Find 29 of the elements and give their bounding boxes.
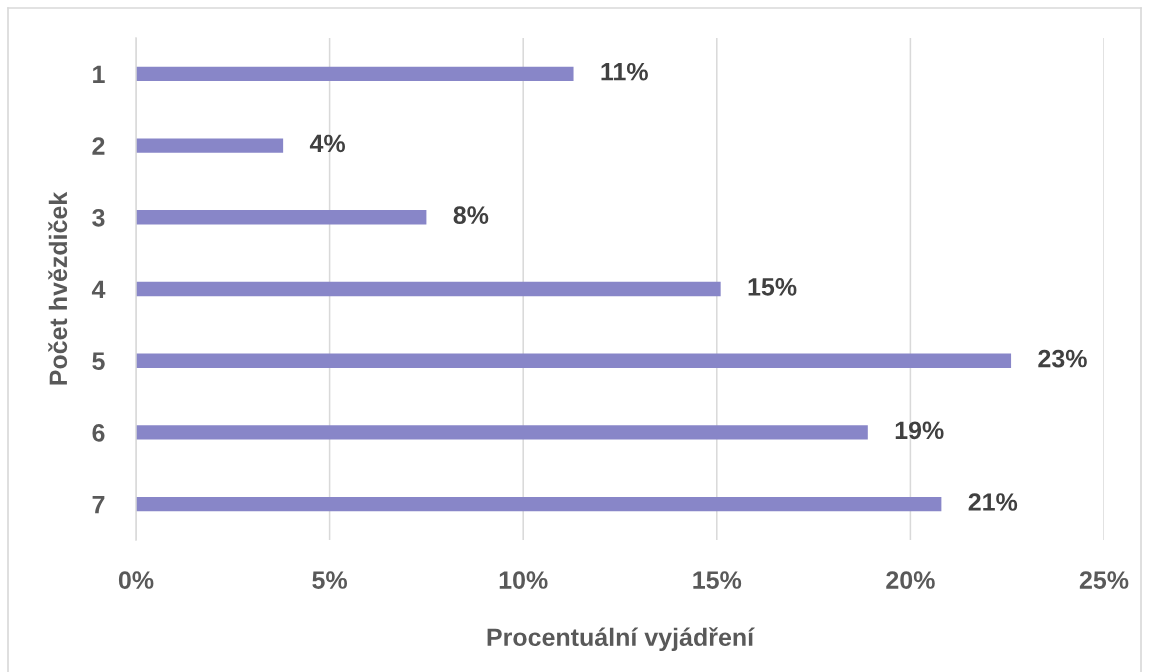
- data-label: 11%: [601, 62, 648, 81]
- y-tick-label: 7: [92, 496, 105, 514]
- y-tick-label: 6: [92, 424, 105, 442]
- data-label: 19%: [895, 421, 944, 440]
- x-tick-label: 25%: [1079, 571, 1129, 589]
- x-tick-label: 0%: [118, 571, 154, 589]
- data-label: 8%: [453, 206, 489, 224]
- x-tick-label: 5%: [312, 571, 348, 589]
- y-tick-label: 2: [92, 137, 105, 155]
- x-tick-label: 10%: [499, 571, 548, 589]
- y-tick-label: 1: [93, 65, 105, 83]
- y-tick-label: 4: [91, 280, 106, 299]
- bar: [136, 210, 427, 225]
- bar: [136, 281, 721, 297]
- y-tick-label: 3: [92, 208, 105, 227]
- bar: [136, 138, 284, 153]
- data-label: 4%: [309, 134, 345, 153]
- bar: [136, 66, 574, 82]
- data-label: 23%: [1038, 349, 1087, 368]
- y-tick-label: 5: [92, 352, 105, 371]
- x-tick-label: 15%: [693, 571, 742, 589]
- data-label: 21%: [968, 493, 1018, 511]
- data-label: 15%: [748, 278, 797, 296]
- x-axis-title: Procentuální vyjádření: [487, 627, 755, 652]
- bar: [136, 496, 942, 512]
- bar: [136, 425, 868, 440]
- bar: [136, 353, 1012, 368]
- y-axis-title: Počet hvězdiček: [48, 191, 68, 385]
- x-tick-label: 20%: [886, 571, 935, 589]
